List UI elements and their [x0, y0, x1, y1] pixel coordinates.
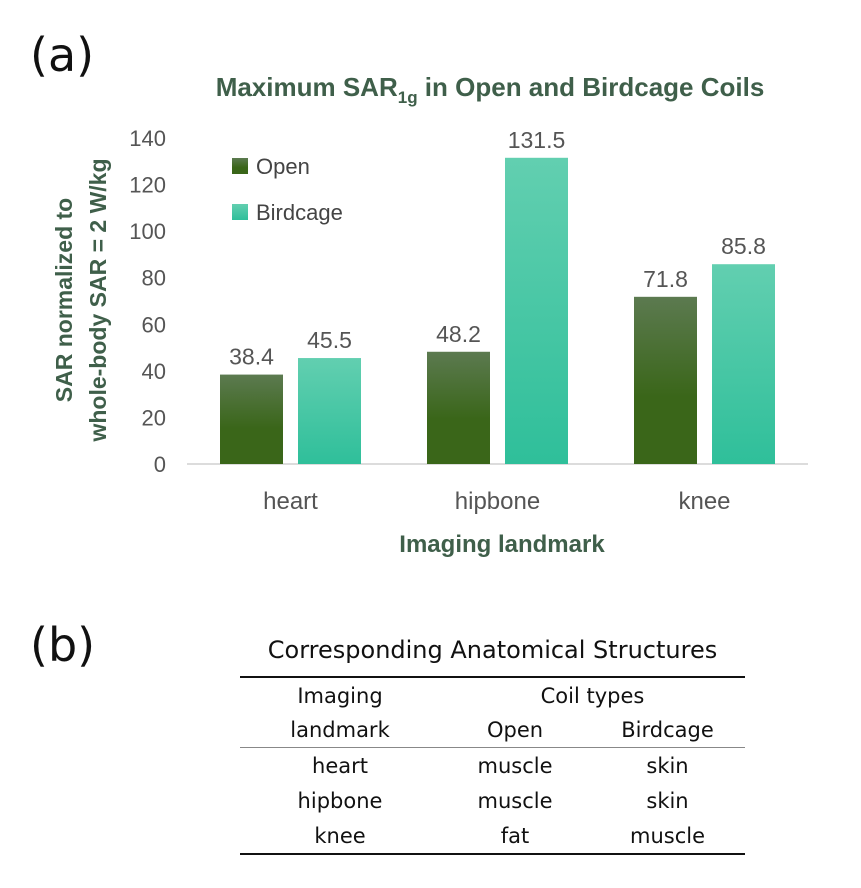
x-tick-label: hipbone — [455, 488, 540, 515]
header-landmark-line1: Imaging — [297, 683, 383, 708]
panel-a-label: (a) — [30, 28, 95, 82]
y-tick-label: 120 — [129, 173, 166, 198]
bar-birdcage-hipbone — [505, 157, 568, 465]
data-label-birdcage-hipbone: 131.5 — [508, 127, 566, 153]
structures-table: Imaging Coil types landmark Open Birdcag… — [240, 678, 745, 855]
table-header-row: Imaging Coil types — [240, 678, 745, 713]
anatomical-structures-table: Corresponding Anatomical Structures Imag… — [240, 630, 745, 855]
header-coil-types: Coil types — [540, 683, 645, 708]
cell-birdcage: skin — [646, 753, 689, 778]
header-birdcage: Birdcage — [590, 713, 745, 748]
legend-label-birdcage: Birdcage — [256, 200, 343, 225]
y-axis-ticks: 0 20 40 60 80 100 120 140 — [129, 126, 166, 477]
y-tick-label: 40 — [142, 359, 166, 384]
x-axis-ticks: heart hipbone knee — [263, 488, 730, 515]
header-landmark-line2: landmark — [240, 713, 440, 748]
table-subheader-row: landmark Open Birdcage — [240, 713, 745, 748]
header-open: Open — [440, 713, 590, 748]
x-axis-title: Imaging landmark — [399, 531, 605, 558]
cell-landmark: hipbone — [297, 788, 383, 813]
data-label-open-hipbone: 48.2 — [436, 321, 481, 347]
y-tick-label: 80 — [142, 266, 166, 291]
cell-landmark: knee — [240, 818, 440, 855]
x-tick-label: knee — [678, 488, 730, 515]
y-tick-label: 0 — [154, 452, 166, 477]
chart-title: Maximum SAR1g in Open and Birdcage Coils — [216, 72, 765, 107]
legend-swatch-birdcage — [232, 204, 248, 220]
y-tick-label: 100 — [129, 219, 166, 244]
bar-birdcage-knee — [712, 264, 775, 464]
bar-open-knee — [634, 296, 697, 464]
y-tick-label: 60 — [142, 312, 166, 337]
y-axis-title-line1: SAR normalized to — [51, 198, 77, 402]
cell-open: fat — [440, 818, 590, 855]
x-tick-label: heart — [263, 488, 318, 515]
legend-swatch-open — [232, 158, 248, 174]
table-row: heart muscle skin — [240, 748, 745, 784]
data-label-birdcage-heart: 45.5 — [307, 327, 352, 353]
bar-chart: Maximum SAR1g in Open and Birdcage Coils… — [51, 72, 808, 558]
legend: Open Birdcage — [232, 154, 343, 225]
bar-open-heart — [220, 374, 283, 464]
table-row: knee fat muscle — [240, 818, 745, 855]
data-label-open-heart: 38.4 — [229, 344, 274, 370]
data-label-open-knee: 71.8 — [643, 266, 688, 292]
bar-birdcage-heart — [298, 358, 361, 464]
table-row: hipbone muscle skin — [240, 783, 745, 818]
data-label-birdcage-knee: 85.8 — [721, 233, 766, 259]
y-axis-title-line2: whole-body SAR = 2 W/kg — [85, 158, 111, 442]
table-title: Corresponding Anatomical Structures — [240, 630, 745, 678]
cell-birdcage: muscle — [590, 818, 745, 855]
cell-open: muscle — [477, 753, 553, 778]
bars: 38.4 45.5 48.2 131.5 71.8 85.8 — [220, 127, 775, 465]
y-tick-label: 140 — [129, 126, 166, 151]
cell-open: muscle — [477, 788, 553, 813]
bar-open-hipbone — [427, 351, 490, 464]
cell-birdcage: skin — [646, 788, 689, 813]
panel-b-label: (b) — [30, 618, 96, 672]
y-tick-label: 20 — [142, 405, 166, 430]
legend-label-open: Open — [256, 154, 310, 179]
cell-landmark: heart — [312, 753, 368, 778]
